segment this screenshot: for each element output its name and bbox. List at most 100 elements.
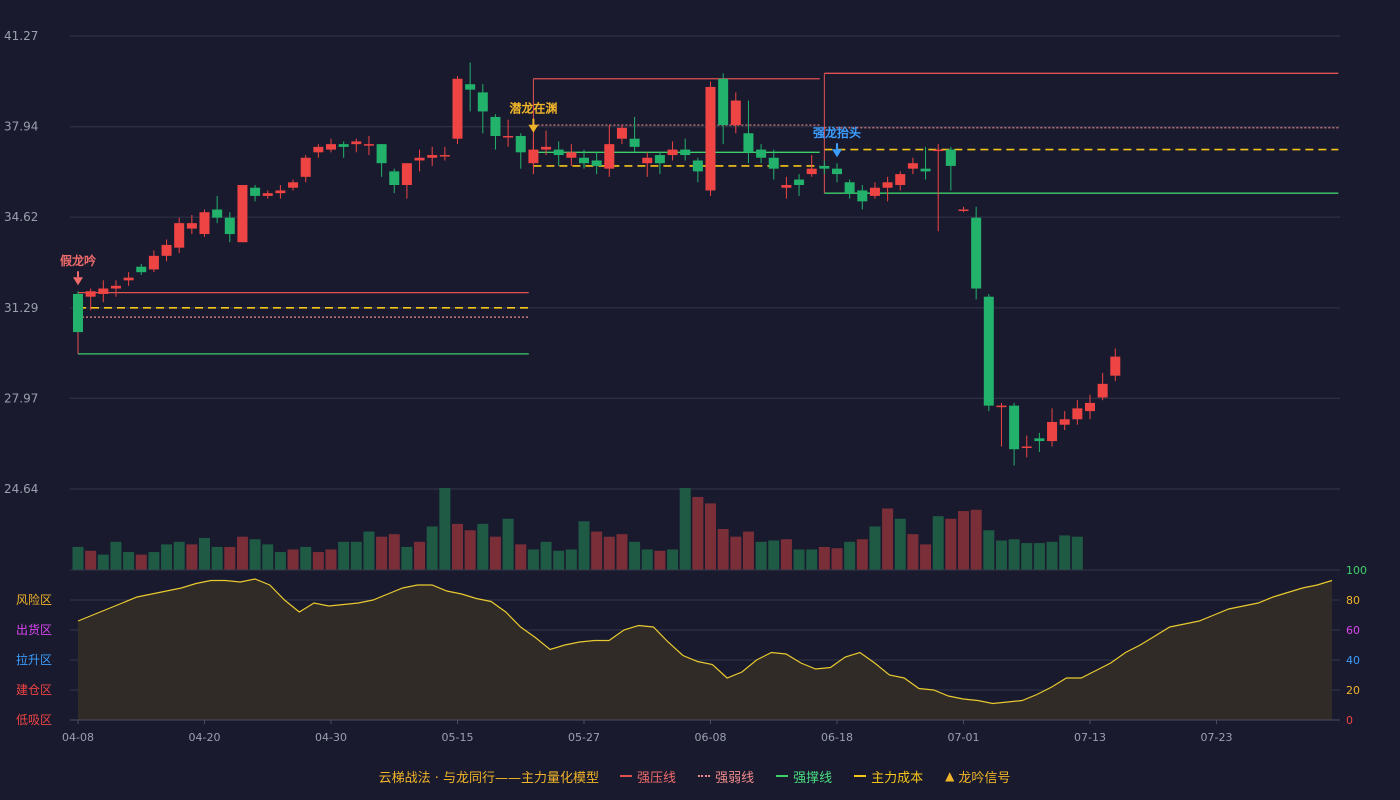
osc-tick-label: 60 (1346, 624, 1360, 637)
candle-body (110, 285, 121, 289)
volume-bar (742, 531, 754, 570)
support-line-swatch (776, 775, 789, 777)
candle-body (680, 149, 691, 156)
candle-body (338, 144, 349, 147)
volume-bar (869, 526, 881, 570)
volume-bar (692, 496, 704, 570)
candle-body (490, 116, 501, 136)
osc-zone-label: 建仓区 (16, 683, 52, 697)
volume-bar (907, 534, 919, 570)
volume-bar (186, 544, 198, 570)
candle-body (832, 168, 842, 175)
candle-body (452, 78, 463, 139)
volume-bar (173, 541, 185, 570)
volume-bar (376, 536, 388, 570)
candle-body (186, 223, 197, 229)
volume-bar (768, 540, 780, 570)
legend-cost[interactable]: 主力成本 (854, 767, 923, 786)
volume-bar (211, 546, 223, 570)
legend-signal[interactable]: ▲ 龙吟信号 (945, 767, 1010, 786)
candle-body (363, 144, 374, 146)
triangle-icon: ▲ (945, 769, 955, 783)
osc-zone-label: 出货区 (16, 622, 52, 637)
y-tick-label: 34.62 (4, 210, 38, 224)
volume-bar (350, 541, 362, 570)
candle-body (73, 293, 83, 333)
volume-bar (578, 521, 590, 570)
candle-body (541, 146, 552, 150)
legend-signal-label: 龙吟信号 (958, 770, 1011, 786)
legend-pressure-label: 强压线 (637, 770, 677, 786)
cost-line-swatch (854, 775, 867, 777)
candle-body (427, 155, 438, 158)
candle-body (768, 157, 779, 169)
volume-bar (629, 541, 641, 570)
candle-body (376, 144, 387, 164)
candle-body (971, 217, 982, 289)
osc-zone-label: 低吸区 (16, 713, 52, 727)
volume-bar (477, 523, 489, 570)
volume-bar (414, 541, 426, 570)
candle-body (1009, 405, 1020, 450)
candle-body (212, 209, 223, 218)
candle-body (414, 157, 425, 161)
osc-tick-label: 80 (1346, 594, 1360, 607)
volume-bar (970, 509, 982, 570)
volume-bar (1071, 536, 1083, 570)
weak-line-swatch (698, 775, 711, 777)
volume-bar (667, 549, 679, 570)
x-tick-label: 04-30 (315, 731, 347, 744)
signal-arrow-icon (73, 277, 83, 286)
volume-bar (844, 541, 856, 570)
volume-bar (388, 534, 400, 570)
volume-bar (591, 531, 603, 570)
legend-weak[interactable]: 强弱线 (698, 767, 754, 786)
volume-bar (148, 552, 160, 570)
candle-body (465, 84, 476, 90)
candle-body (730, 100, 741, 126)
volume-bar (920, 544, 932, 570)
x-tick-label: 05-15 (442, 731, 474, 744)
candle-body (692, 160, 703, 172)
volume-bar (755, 541, 767, 570)
candle-body (148, 255, 159, 270)
volume-bar (72, 546, 84, 570)
y-tick-label: 31.29 (4, 301, 38, 315)
candle-body (958, 209, 969, 212)
osc-tick-label: 0 (1346, 714, 1353, 727)
volume-bar (717, 529, 729, 570)
x-tick-label: 07-01 (948, 731, 980, 744)
candle-body (98, 288, 109, 294)
candle-body (351, 141, 362, 145)
volume-bar (452, 523, 463, 570)
signal-label: 潜龙在渊 (509, 101, 557, 116)
legend-pressure[interactable]: 强压线 (620, 767, 676, 786)
candle-body (819, 165, 830, 169)
volume-bar (287, 549, 299, 570)
candle-body (566, 152, 577, 158)
candle-body (237, 185, 248, 243)
legend-support[interactable]: 强撑线 (776, 767, 832, 786)
candle-body (123, 277, 134, 281)
x-tick-label: 07-13 (1074, 731, 1106, 744)
volume-bar (312, 552, 324, 570)
candle-body (250, 187, 261, 196)
candle-body (743, 133, 754, 153)
candle-body (161, 244, 172, 256)
candle-body (642, 157, 653, 164)
candle-body (654, 155, 665, 164)
volume-bar (780, 539, 792, 570)
volume-bar (603, 536, 615, 570)
candle-body (313, 146, 324, 153)
chart-legend: 云梯战法 · 与龙同行——主力量化模型 强压线 强弱线 强撑线 主力成本 ▲ 龙… (0, 762, 1400, 790)
volume-bar (502, 518, 514, 570)
candle-body (882, 182, 893, 188)
volume-bar (161, 544, 173, 570)
candle-body (667, 149, 678, 156)
y-tick-label: 37.94 (4, 120, 38, 134)
volume-bar (123, 552, 135, 570)
candle-body (604, 144, 615, 169)
candle-body (389, 171, 400, 186)
candle-body (1021, 446, 1032, 449)
volume-bar (236, 536, 248, 570)
